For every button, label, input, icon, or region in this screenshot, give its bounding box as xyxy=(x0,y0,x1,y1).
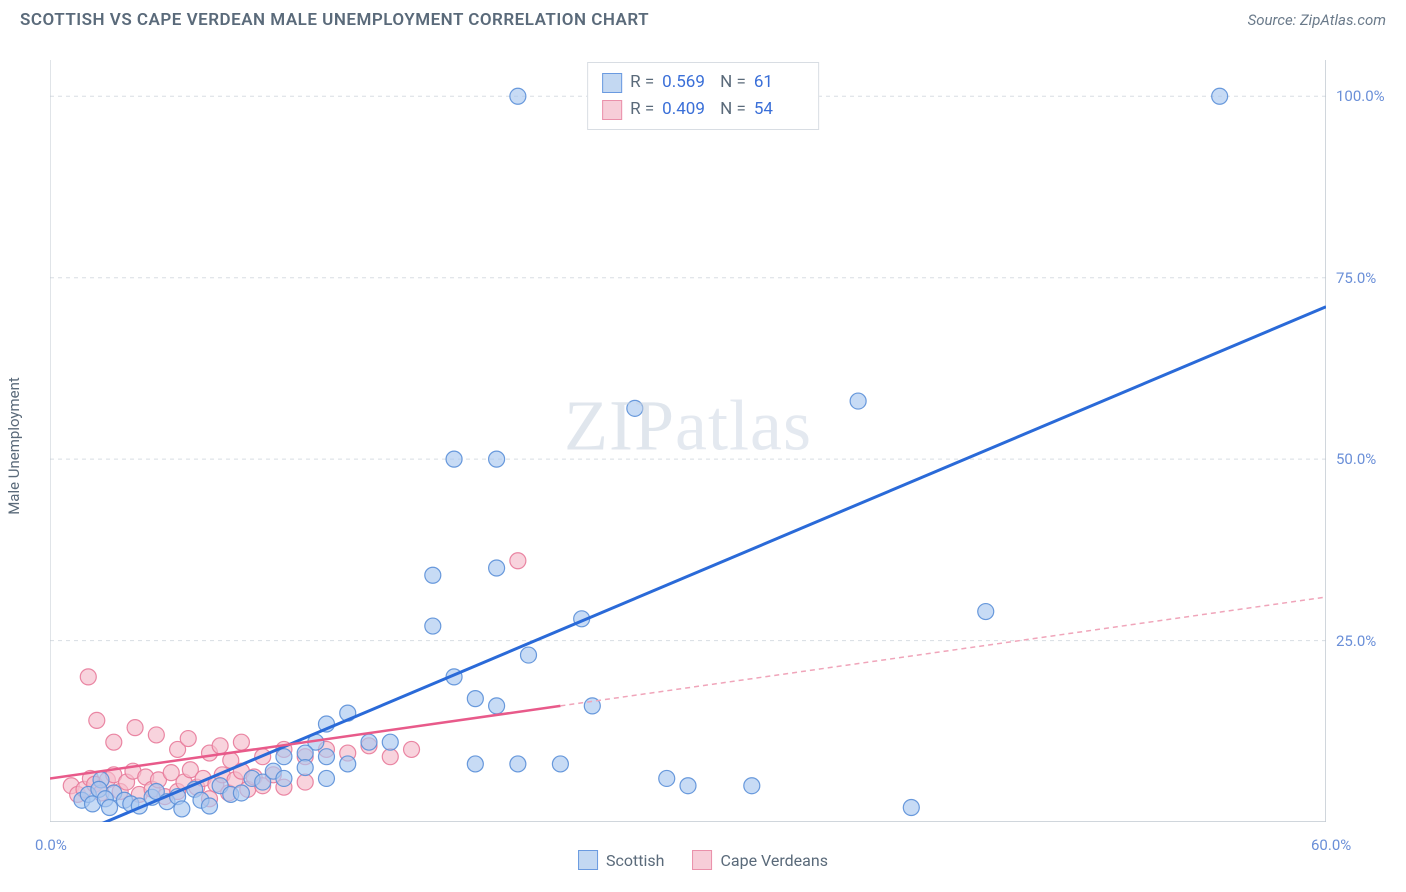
source-label: Source: xyxy=(1248,11,1297,29)
axis-tick-label: 100.0% xyxy=(1336,87,1385,105)
source-link[interactable]: ZipAtlas.com xyxy=(1300,11,1386,29)
axis-tick-label: 75.0% xyxy=(1336,269,1376,287)
axis-tick-label: 0.0% xyxy=(35,836,67,854)
r-value: 0.409 xyxy=(662,96,712,123)
n-value: 61 xyxy=(754,69,804,96)
legend-label: Cape Verdeans xyxy=(720,851,827,870)
stats-swatch xyxy=(602,100,622,120)
stats-row: R = 0.409 N = 54 xyxy=(602,96,804,123)
axis-tick-label: 25.0% xyxy=(1336,632,1376,650)
source-attribution: Source: ZipAtlas.com xyxy=(1248,11,1386,29)
scatter-chart xyxy=(50,60,1326,822)
axis-tick-label: 60.0% xyxy=(1311,836,1351,854)
chart-title: SCOTTISH VS CAPE VERDEAN MALE UNEMPLOYME… xyxy=(20,10,649,30)
n-value: 54 xyxy=(754,96,804,123)
r-label: R = xyxy=(630,96,654,123)
r-label: R = xyxy=(630,69,654,96)
n-label: N = xyxy=(720,69,746,96)
legend-label: Scottish xyxy=(606,851,664,870)
legend-item: Scottish xyxy=(578,850,664,870)
axis-tick-label: 50.0% xyxy=(1336,450,1376,468)
series-legend: Scottish Cape Verdeans xyxy=(578,850,828,870)
legend-item: Cape Verdeans xyxy=(692,850,827,870)
stats-row: R = 0.569 N = 61 xyxy=(602,69,804,96)
chart-plot-area: ZIPatlas 0.0%60.0%25.0%50.0%75.0%100.0% xyxy=(50,60,1326,822)
correlation-stats-box: R = 0.569 N = 61 R = 0.409 N = 54 xyxy=(587,62,819,130)
legend-swatch xyxy=(692,850,712,870)
y-axis-label: Male Unemployment xyxy=(5,377,23,515)
legend-swatch xyxy=(578,850,598,870)
stats-swatch xyxy=(602,73,622,93)
r-value: 0.569 xyxy=(662,69,712,96)
n-label: N = xyxy=(720,96,746,123)
